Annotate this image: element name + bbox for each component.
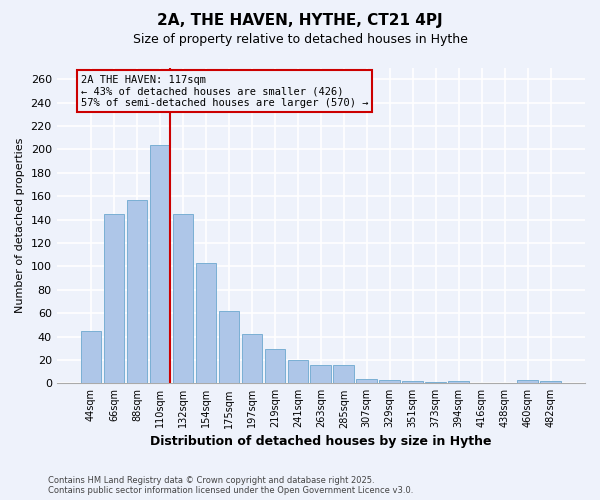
Bar — [287, 360, 308, 384]
Bar — [310, 364, 331, 384]
X-axis label: Distribution of detached houses by size in Hythe: Distribution of detached houses by size … — [150, 434, 491, 448]
Bar — [334, 364, 354, 384]
Bar — [242, 334, 262, 384]
Bar — [379, 380, 400, 384]
Bar — [173, 214, 193, 384]
Text: 2A THE HAVEN: 117sqm
← 43% of detached houses are smaller (426)
57% of semi-deta: 2A THE HAVEN: 117sqm ← 43% of detached h… — [80, 74, 368, 108]
Text: 2A, THE HAVEN, HYTHE, CT21 4PJ: 2A, THE HAVEN, HYTHE, CT21 4PJ — [157, 12, 443, 28]
Bar — [196, 263, 216, 384]
Text: Size of property relative to detached houses in Hythe: Size of property relative to detached ho… — [133, 32, 467, 46]
Bar — [425, 382, 446, 384]
Bar — [448, 381, 469, 384]
Bar — [149, 144, 170, 384]
Bar — [403, 381, 423, 384]
Bar — [80, 330, 101, 384]
Bar — [104, 214, 124, 384]
Bar — [265, 350, 285, 384]
Y-axis label: Number of detached properties: Number of detached properties — [15, 138, 25, 313]
Text: Contains HM Land Registry data © Crown copyright and database right 2025.
Contai: Contains HM Land Registry data © Crown c… — [48, 476, 413, 495]
Bar — [541, 381, 561, 384]
Bar — [218, 311, 239, 384]
Bar — [356, 378, 377, 384]
Bar — [127, 200, 148, 384]
Bar — [517, 380, 538, 384]
